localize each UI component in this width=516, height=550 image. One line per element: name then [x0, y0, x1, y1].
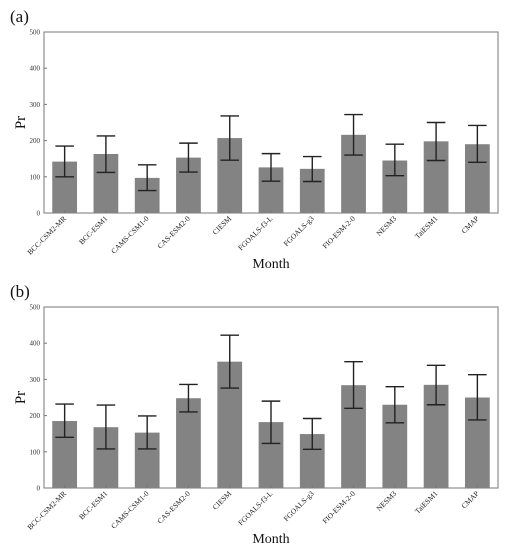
chart-a-ytick-label: 200 — [30, 137, 41, 145]
chart-b-xtick-label-7: FIO-ESM-2-0 — [321, 489, 358, 526]
chart-b-ytick-label: 0 — [37, 485, 41, 493]
chart-b-xtick-label-0: BCC-CSM2-MR — [25, 489, 68, 532]
chart-a-svg: (a) 0 100 200 300 400 500 Pr BCC-CSM2-MR BCC-ESM1… — [10, 7, 499, 272]
chart-b-ytick-label: 500 — [30, 304, 41, 312]
chart-a-ytick-label: 400 — [30, 65, 41, 73]
chart-b-xtick-label-4: CIESM — [211, 489, 234, 512]
chart-b-panel-label: (b) — [10, 282, 30, 301]
chart-b-ytick-label: 400 — [30, 340, 41, 348]
chart-b-xtick-label-9: TaiESM1 — [413, 489, 440, 516]
chart-b-ytick-label: 300 — [30, 376, 41, 384]
chart-a-xtick-label-8: NESM3 — [374, 214, 398, 238]
chart-b-xtick-label-6: FGOALS-g3 — [282, 489, 316, 523]
chart-a-ytick-label: 500 — [30, 29, 41, 37]
chart-a-panel-label: (a) — [10, 7, 29, 26]
chart-a-xtick-label-10: CMAP — [459, 214, 480, 235]
chart-panel-b: (b) 0 100 200 300 400 500 Pr BCC-CSM2-MR BCC-ESM1… — [0, 275, 516, 550]
chart-a-xtick-label-9: TaiESM1 — [413, 214, 440, 241]
chart-a-xtick-label-0: BCC-CSM2-MR — [25, 214, 68, 257]
chart-b-xtick-label-8: NESM3 — [374, 489, 398, 513]
chart-a-xlabel: Month — [252, 257, 289, 272]
chart-b-svg: (b) 0 100 200 300 400 500 Pr BCC-CSM2-MR BCC-ESM1… — [10, 282, 499, 547]
chart-a-xtick-label-2: CAMS-CSM1-0 — [109, 214, 151, 256]
chart-a-xtick-label-3: CAS-ESM2-0 — [155, 214, 192, 251]
chart-a-ytick-label: 0 — [37, 210, 41, 218]
chart-b-bar-3 — [176, 398, 201, 488]
chart-b-xtick-label-2: CAMS-CSM1-0 — [109, 489, 151, 531]
chart-a-ytick-label: 100 — [30, 173, 41, 181]
chart-b-ylabel: Pr — [13, 391, 29, 404]
chart-b-ytick-label: 200 — [30, 412, 41, 420]
chart-b-xtick-label-10: CMAP — [459, 489, 480, 510]
chart-a-xtick-label-4: CIESM — [211, 214, 234, 237]
chart-b-xtick-label-5: FGOALS-f3-L — [236, 489, 274, 527]
chart-b-xtick-label-1: BCC-ESM1 — [77, 489, 109, 521]
chart-panel-a: (a) 0 100 200 300 400 500 Pr BCC-CSM2-MR BCC-ESM1… — [10, 7, 499, 272]
chart-b-ytick-label: 100 — [30, 448, 41, 456]
chart-a-ylabel: Pr — [13, 116, 29, 129]
chart-a-xtick-label-6: FGOALS-g3 — [282, 214, 316, 248]
chart-a-ytick-label: 300 — [30, 101, 41, 109]
chart-b-xlabel: Month — [252, 532, 289, 547]
chart-a-xtick-label-7: FIO-ESM-2-0 — [321, 214, 358, 251]
chart-a-xtick-label-1: BCC-ESM1 — [77, 214, 109, 246]
chart-b-xtick-label-3: CAS-ESM2-0 — [155, 489, 192, 526]
chart-a-xtick-label-5: FGOALS-f3-L — [236, 214, 274, 252]
